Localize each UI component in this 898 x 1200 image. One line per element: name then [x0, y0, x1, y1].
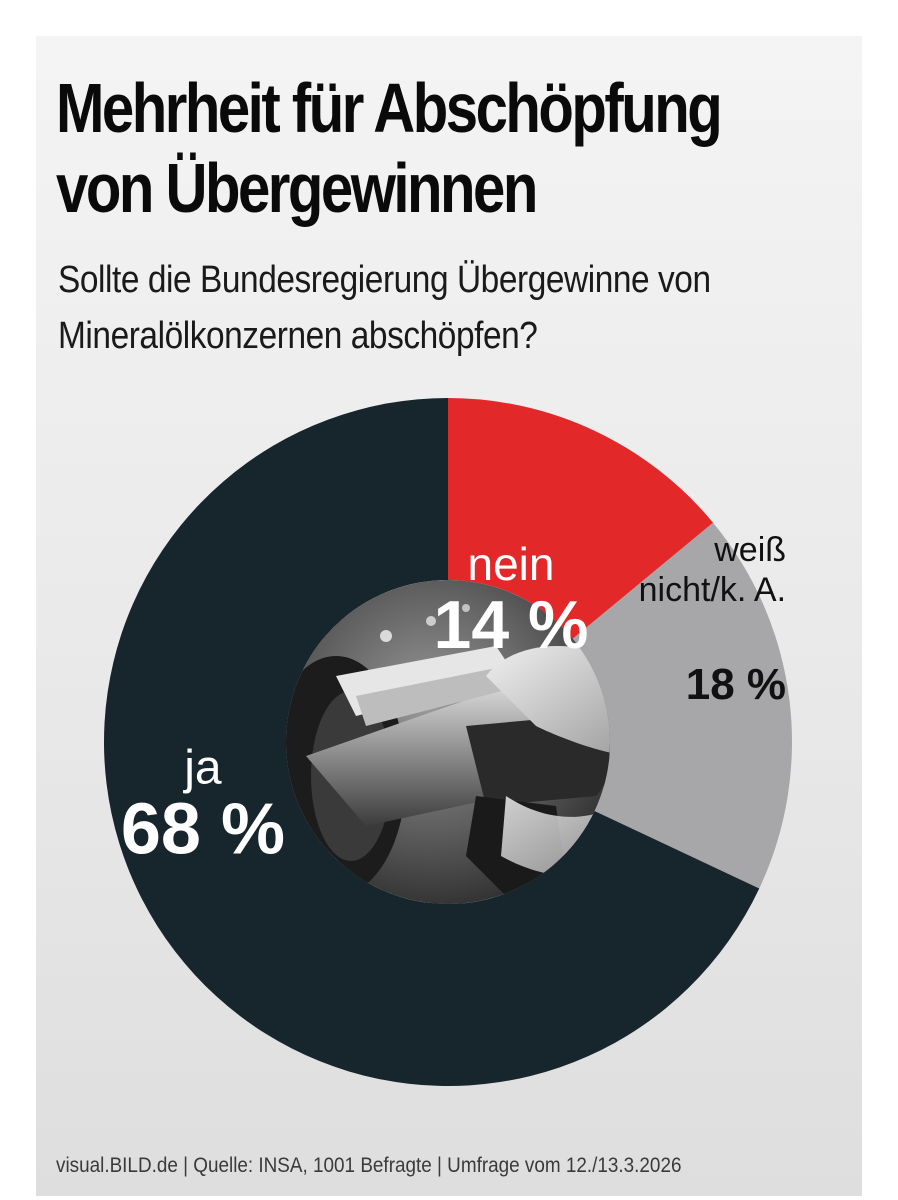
slice-value-label: 18 % — [686, 660, 786, 709]
title-line-2: von Übergewinnen — [56, 149, 538, 227]
slice-value-label: 68 % — [121, 789, 285, 869]
chart-subtitle: Sollte die Bundesregierung Übergewinne v… — [58, 252, 762, 364]
slice-nein — [448, 398, 714, 639]
source-footer: visual.BILD.de | Quelle: INSA, 1001 Befr… — [56, 1154, 682, 1177]
subtitle-line-2: Mineralölkonzernen abschöpfen? — [58, 315, 538, 357]
subtitle-line-1: Sollte die Bundesregierung Übergewinne v… — [58, 259, 711, 301]
slice-ja — [103, 398, 760, 1086]
slice-name-label: ja — [182, 741, 222, 794]
infographic-card: Mehrheit für Abschöpfung von Übergewinne… — [36, 36, 862, 1196]
slice-name-label: nicht/k. A. — [639, 571, 786, 609]
slice-name-label: weiß — [713, 531, 786, 569]
chart-title: Mehrheit für Abschöpfung von Übergewinne… — [56, 68, 723, 228]
slice-value-label: 14 % — [434, 587, 589, 663]
title-line-1: Mehrheit für Abschöpfung — [56, 69, 723, 147]
slice-name-label: nein — [468, 538, 555, 590]
slice-weiss-nicht — [572, 522, 792, 889]
fuel-nozzle-photo — [286, 580, 610, 904]
